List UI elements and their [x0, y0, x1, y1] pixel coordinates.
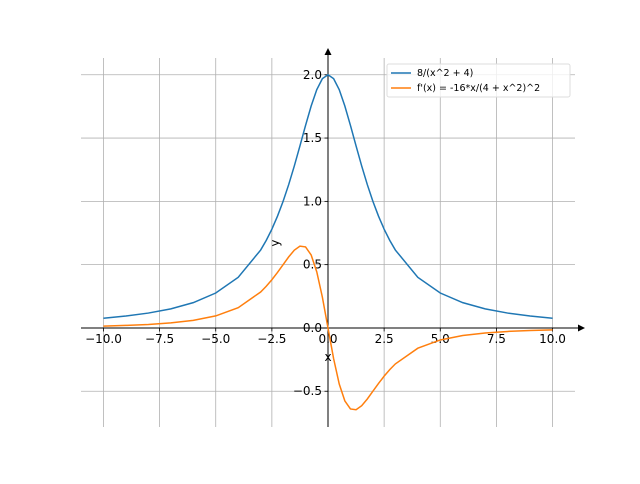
- x-tick-label: −2.5: [257, 332, 286, 346]
- y-tick-label: 2.0: [303, 68, 322, 82]
- x-tick-label: −10.0: [85, 332, 122, 346]
- legend-label: 8/(x^2 + 4): [417, 68, 473, 79]
- y-tick-label: 0.5: [303, 258, 322, 272]
- y-arrow: [324, 48, 332, 55]
- x-tick-label: 10.0: [539, 332, 566, 346]
- legend-box: [386, 63, 571, 98]
- line-series: [103, 73, 553, 319]
- y-axis-label: y: [268, 240, 282, 247]
- legend-label: f'(x) = -16*x/(4 + x^2)^2: [417, 83, 540, 94]
- legend: 8/(x^2 + 4) f'(x) = -16*x/(4 + x^2)^2: [386, 63, 571, 98]
- y-tick-label: −0.5: [293, 384, 322, 398]
- x-tick-label: 7.5: [487, 332, 506, 346]
- x-tick-label: −7.5: [145, 332, 174, 346]
- x-arrow: [578, 324, 585, 332]
- x-tick-label: 2.5: [375, 332, 394, 346]
- x-tick-label: −5.0: [201, 332, 230, 346]
- y-tick-label: 1.5: [303, 131, 322, 145]
- line-series: [103, 245, 553, 411]
- y-tick-label: 1.0: [303, 194, 322, 208]
